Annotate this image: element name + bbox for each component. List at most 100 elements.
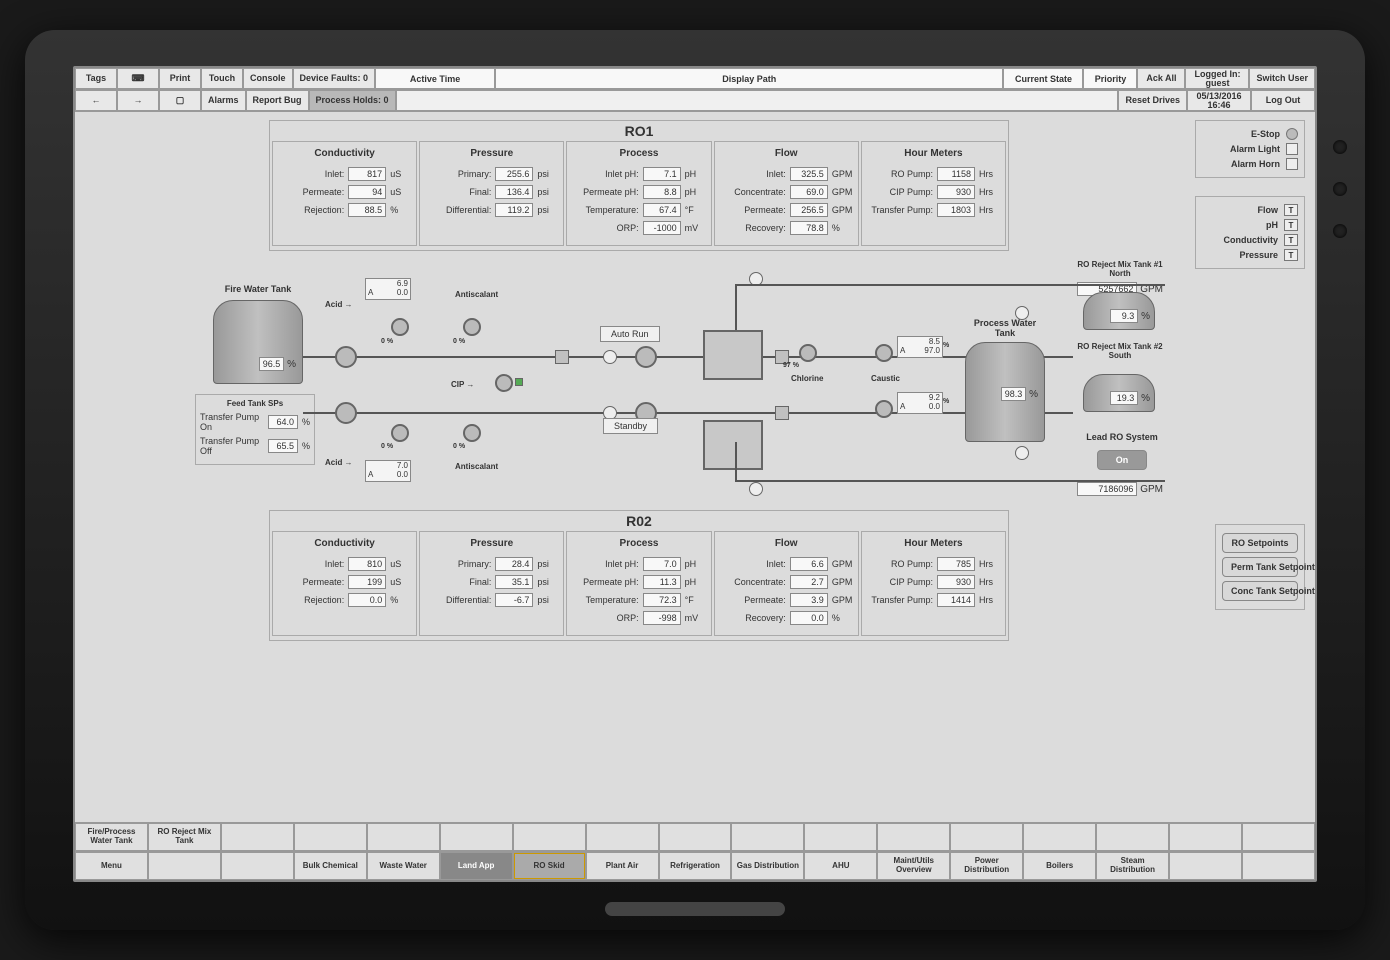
switch-user-button[interactable]: Switch User	[1249, 68, 1315, 89]
ro2-temp: 72.3	[643, 593, 681, 607]
tablet-btn-2	[1333, 182, 1347, 196]
feed-pump-1[interactable]	[335, 346, 357, 368]
keypad-button[interactable]: ⌨	[117, 68, 159, 89]
chlorine-pump[interactable]	[799, 344, 817, 362]
ro1-pre-valve[interactable]	[555, 350, 569, 364]
main-area: RO1 Conductivity Inlet:817uS Permeate:94…	[75, 112, 1315, 822]
reset-drives-button[interactable]: Reset Drives	[1118, 90, 1187, 111]
ro2-membrane[interactable]	[703, 420, 763, 470]
perm-tank-setpoints-button[interactable]: Perm Tank Setpoints	[1222, 557, 1298, 577]
chlorine-label: Chlorine	[791, 374, 823, 383]
nav-steam-dist[interactable]: Steam Distribution	[1096, 852, 1169, 880]
nav-plant-air[interactable]: Plant Air	[586, 852, 659, 880]
reject-v-top	[735, 284, 737, 330]
ro1-press-diff: 119.2	[495, 203, 533, 217]
ro2-inlet-ph: 7.0	[643, 557, 681, 571]
hp-pump-1[interactable]	[635, 346, 657, 368]
acid-pct-2: 0 %	[381, 443, 393, 450]
ro1-membrane[interactable]	[703, 330, 763, 380]
caustic-label: Caustic	[871, 374, 900, 383]
process-water-tank-label: Process Water Tank	[965, 318, 1045, 338]
nav-ahu[interactable]: AHU	[804, 852, 877, 880]
lead-ro-on-button[interactable]: On	[1097, 450, 1147, 470]
press-trend-button[interactable]: T	[1284, 249, 1298, 261]
subnav-blank-10	[877, 823, 950, 851]
touch-button[interactable]: Touch	[201, 68, 243, 89]
nav-bulk-chemical[interactable]: Bulk Chemical	[294, 852, 367, 880]
ro1-flow-conc: 69.0	[790, 185, 828, 199]
alarms-button[interactable]: Alarms	[201, 90, 246, 111]
ro1-cond-inlet: 817	[348, 167, 386, 181]
ro2-post-valve[interactable]	[775, 406, 789, 420]
ro2-flow-conc: 2.7	[790, 575, 828, 589]
subnav-blank-9	[804, 823, 877, 851]
cond-trend-button[interactable]: T	[1284, 234, 1298, 246]
camera-button[interactable]: ▢	[159, 90, 201, 111]
device-faults-button[interactable]: Device Faults: 0	[293, 68, 376, 89]
antiscalant-label-1: Antiscalant	[455, 290, 498, 299]
tablet-home-button[interactable]	[605, 902, 785, 916]
fire-water-tank[interactable]: 96.5 %	[213, 300, 303, 384]
nav-refrigeration[interactable]: Refrigeration	[659, 852, 732, 880]
ro2-flow-perm: 3.9	[790, 593, 828, 607]
cip-pump-icon[interactable]	[495, 374, 513, 392]
nav-maint-utils[interactable]: Maint/Utils Overview	[877, 852, 950, 880]
flow-trend-button[interactable]: T	[1284, 204, 1298, 216]
acid-pump-2[interactable]	[391, 424, 409, 442]
log-out-button[interactable]: Log Out	[1251, 90, 1315, 111]
conc-valve-bot	[1015, 446, 1029, 460]
print-button[interactable]: Print	[159, 68, 201, 89]
acid-pump-1[interactable]	[391, 318, 409, 336]
nav-menu[interactable]: Menu	[75, 852, 148, 880]
back-button[interactable]: ←	[75, 90, 117, 111]
conc-tank-setpoints-button[interactable]: Conc Tank Setpoints	[1222, 581, 1298, 601]
nav-gas-dist[interactable]: Gas Distribution	[731, 852, 804, 880]
nav-power-dist[interactable]: Power Distribution	[950, 852, 1023, 880]
forward-button[interactable]: →	[117, 90, 159, 111]
reject-tank-1-level: 9.3	[1110, 309, 1138, 323]
main-line-bot	[303, 412, 1073, 414]
nav-boilers[interactable]: Boilers	[1023, 852, 1096, 880]
hmi-screen: Tags ⌨ Print Touch Console Device Faults…	[73, 66, 1317, 882]
feed-sp-off[interactable]: 65.5	[268, 439, 298, 453]
subnav-blank-13	[1096, 823, 1169, 851]
report-bug-button[interactable]: Report Bug	[246, 90, 309, 111]
caustic-pump-2[interactable]	[875, 400, 893, 418]
subnav-blank-7	[659, 823, 732, 851]
feed-pump-2[interactable]	[335, 402, 357, 424]
standby-button[interactable]: Standby	[603, 418, 658, 434]
ro2-hm-cip: 930	[937, 575, 975, 589]
nav-land-app[interactable]: Land App	[440, 852, 513, 880]
process-holds-button[interactable]: Process Holds: 0	[309, 90, 396, 111]
reject-tank-2[interactable]: 19.3 %	[1083, 374, 1155, 412]
ro2-title: R02	[270, 511, 1008, 531]
ack-all-button[interactable]: Ack All	[1137, 68, 1185, 89]
feed-tank-sp-panel: Feed Tank SPs Transfer Pump On64.0% Tran…	[195, 394, 315, 465]
fire-water-level: 96.5	[259, 357, 285, 371]
flow-total-bot: 7186096	[1077, 482, 1137, 496]
chlorine-pct: 97 %	[783, 362, 799, 369]
antiscalant-pump-2[interactable]	[463, 424, 481, 442]
console-button[interactable]: Console	[243, 68, 293, 89]
reject-tank-1[interactable]: 9.3 %	[1083, 292, 1155, 330]
ro2-panel: R02 Conductivity Inlet:810uS Permeate:19…	[269, 510, 1009, 641]
nav-ro-skid[interactable]: RO Skid	[513, 852, 586, 880]
ro2-pressure-group: Pressure Primary:28.4psi Final:35.1psi D…	[419, 531, 564, 636]
estop-label: E-Stop	[1251, 129, 1280, 139]
toolbar-row-2: ← → ▢ Alarms Report Bug Process Holds: 0…	[75, 90, 1315, 112]
auto-run-button[interactable]: Auto Run	[600, 326, 660, 342]
subnav-ro-reject[interactable]: RO Reject Mix Tank	[148, 823, 221, 851]
process-water-tank[interactable]: 98.3 %	[965, 342, 1045, 442]
feed-sp-on[interactable]: 64.0	[268, 415, 298, 429]
antiscalant-pump-1[interactable]	[463, 318, 481, 336]
tags-button[interactable]: Tags	[75, 68, 117, 89]
ro-setpoints-button[interactable]: RO Setpoints	[1222, 533, 1298, 553]
cip-valve[interactable]	[515, 378, 523, 386]
ph-trend-button[interactable]: T	[1284, 219, 1298, 231]
nav-waste-water[interactable]: Waste Water	[367, 852, 440, 880]
subnav-fire-process[interactable]: Fire/Process Water Tank	[75, 823, 148, 851]
ro2-perm-ph: 11.3	[643, 575, 681, 589]
ro2-orp: -998	[643, 611, 681, 625]
caustic-pump-1[interactable]	[875, 344, 893, 362]
ro1-flow-group: Flow Inlet:325.5GPM Concentrate:69.0GPM …	[714, 141, 859, 246]
